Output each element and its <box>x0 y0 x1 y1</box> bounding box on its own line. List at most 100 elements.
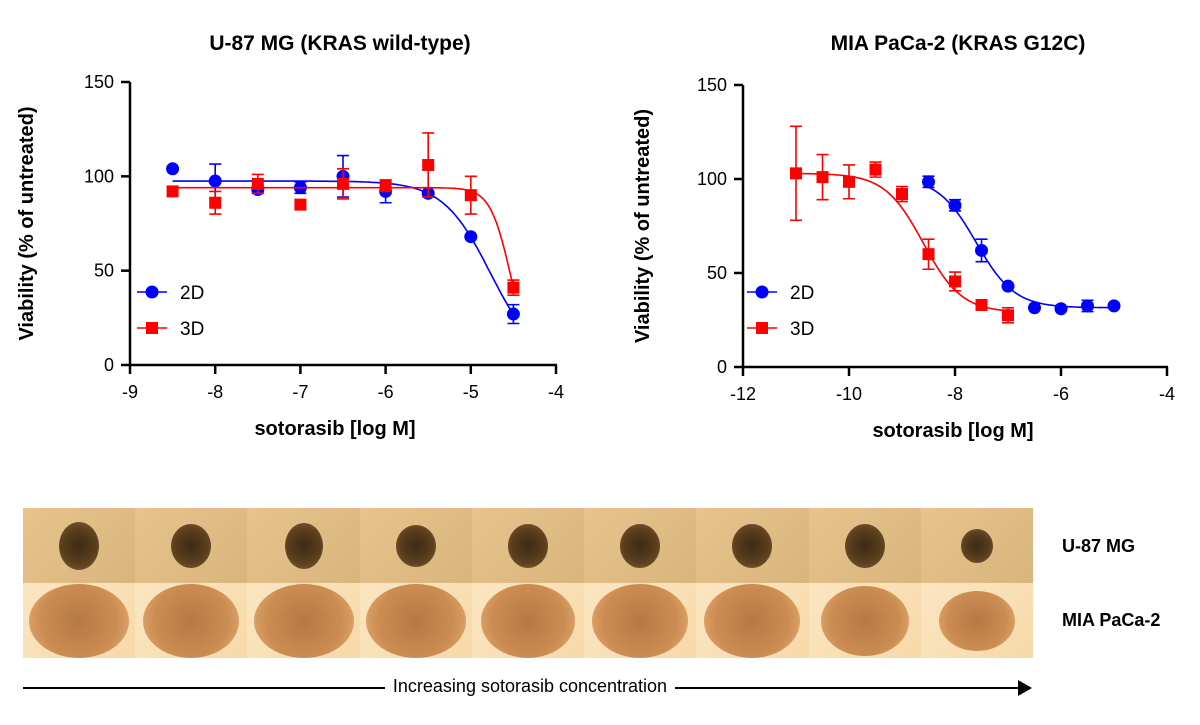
charts: U-87 MG (KRAS wild-type) -9 -8 -7 -6 -5 -4 0 50 1… <box>16 32 1175 442</box>
data-point-2D <box>1001 279 1015 293</box>
image-mia-2 <box>135 583 248 658</box>
spheroid <box>820 585 909 656</box>
data-point-3D <box>464 189 477 202</box>
row-label-mia: MIA PaCa-2 <box>1062 610 1161 630</box>
chart-title: MIA PaCa-2 (KRAS G12C) <box>831 32 1086 55</box>
data-point-3D <box>816 171 829 184</box>
spheroid <box>938 590 1015 651</box>
spheroid <box>171 523 212 568</box>
data-point-2D <box>948 198 962 212</box>
row-label-u87: U-87 MG <box>1062 536 1136 556</box>
spheroid <box>29 583 130 658</box>
data-point-3D <box>790 167 802 180</box>
data-point-3D <box>209 196 222 209</box>
arrow-label: Increasing sotorasib concentration <box>384 676 676 696</box>
image-u87-2 <box>135 508 248 583</box>
y-tick-label: 50 <box>94 261 114 281</box>
spheroid <box>395 524 436 567</box>
image-u87-5 <box>471 508 585 583</box>
image-u87-8 <box>808 508 921 583</box>
spheroid <box>284 522 323 569</box>
data-point-3D <box>1002 309 1014 322</box>
data-point-3D <box>507 281 520 294</box>
data-point-3D <box>843 175 855 188</box>
x-tick-label: -4 <box>1159 384 1175 404</box>
y-tick-label: 50 <box>707 263 727 283</box>
fit-curve-3D <box>172 186 515 288</box>
x-tick-label: -12 <box>730 384 756 404</box>
legend-marker-3D <box>756 322 768 334</box>
data-point-3D <box>922 248 935 261</box>
x-tick-label: -6 <box>378 382 394 402</box>
image-u87-7 <box>696 508 809 583</box>
spheroid <box>620 523 661 568</box>
image-u87-1 <box>23 508 136 583</box>
y-axis-label: Viability (% of untreated) <box>16 106 38 340</box>
data-point-3D <box>379 179 392 192</box>
image-mia-5 <box>471 583 585 658</box>
spheroid <box>844 523 885 568</box>
legend-marker-3D <box>146 322 158 334</box>
data-point-2D <box>1028 301 1041 315</box>
y-tick-label: 100 <box>697 169 727 189</box>
legend-marker-2D <box>145 285 159 299</box>
y-axis-label: Viability (% of untreated) <box>632 109 654 343</box>
spheroid <box>960 528 993 563</box>
image-u87-9 <box>920 508 1033 583</box>
image-u87-4 <box>359 508 472 583</box>
chart-1: MIA PaCa-2 (KRAS G12C) -12 -10 -8 -6 -4 0 50 100… <box>632 32 1175 442</box>
y-tick-label: 0 <box>104 355 114 375</box>
data-point-2D <box>1081 299 1094 313</box>
data-point-3D <box>869 163 882 176</box>
spheroid <box>704 583 801 658</box>
data-point-3D <box>166 185 179 198</box>
data-point-2D <box>464 230 478 244</box>
image-mia-1 <box>23 583 136 658</box>
data-point-3D <box>975 298 988 311</box>
spheroid <box>592 583 689 658</box>
data-point-2D <box>922 175 935 189</box>
chart-0: U-87 MG (KRAS wild-type) -9 -8 -7 -6 -5 -4 0 50 1… <box>16 32 564 440</box>
spheroid <box>480 583 575 658</box>
spheroid <box>253 583 354 658</box>
data-point-2D <box>1054 302 1068 316</box>
x-tick-label: -6 <box>1053 384 1069 404</box>
fit-curve-2D <box>172 180 515 315</box>
data-point-3D <box>896 188 908 201</box>
x-tick-label: -9 <box>122 382 138 402</box>
image-mia-9 <box>920 583 1033 658</box>
y-tick-label: 100 <box>84 166 114 186</box>
spheroid <box>59 521 100 570</box>
spheroid <box>365 583 466 658</box>
data-point-3D <box>251 177 264 190</box>
data-point-3D <box>422 159 435 172</box>
image-mia-8 <box>808 583 921 658</box>
x-tick-label: -10 <box>836 384 862 404</box>
x-tick-label: -8 <box>947 384 963 404</box>
legend-label: 3D <box>180 319 204 340</box>
data-point-2D <box>975 243 988 257</box>
legend-label: 2D <box>180 283 204 304</box>
image-mia-3 <box>247 583 360 658</box>
fit-curve-3D <box>795 172 1009 312</box>
data-point-2D <box>1107 299 1121 313</box>
data-point-2D <box>506 307 520 321</box>
y-tick-label: 150 <box>84 72 114 92</box>
data-point-3D <box>337 177 349 190</box>
image-mia-4 <box>359 583 472 658</box>
chart-title: U-87 MG (KRAS wild-type) <box>209 32 470 55</box>
image-mia-6 <box>584 583 697 658</box>
data-point-2D <box>166 162 180 176</box>
x-tick-label: -7 <box>292 382 308 402</box>
spheroid-image-strip <box>23 508 1033 658</box>
y-tick-label: 150 <box>697 75 727 95</box>
legend-label: 2D <box>790 283 814 304</box>
x-tick-label: -4 <box>548 382 564 402</box>
x-tick-label: -5 <box>463 382 479 402</box>
spheroid <box>143 583 240 658</box>
arrow-head-icon <box>1018 680 1032 696</box>
spheroid <box>507 523 548 568</box>
image-u87-6 <box>584 508 697 583</box>
data-point-3D <box>949 275 961 288</box>
